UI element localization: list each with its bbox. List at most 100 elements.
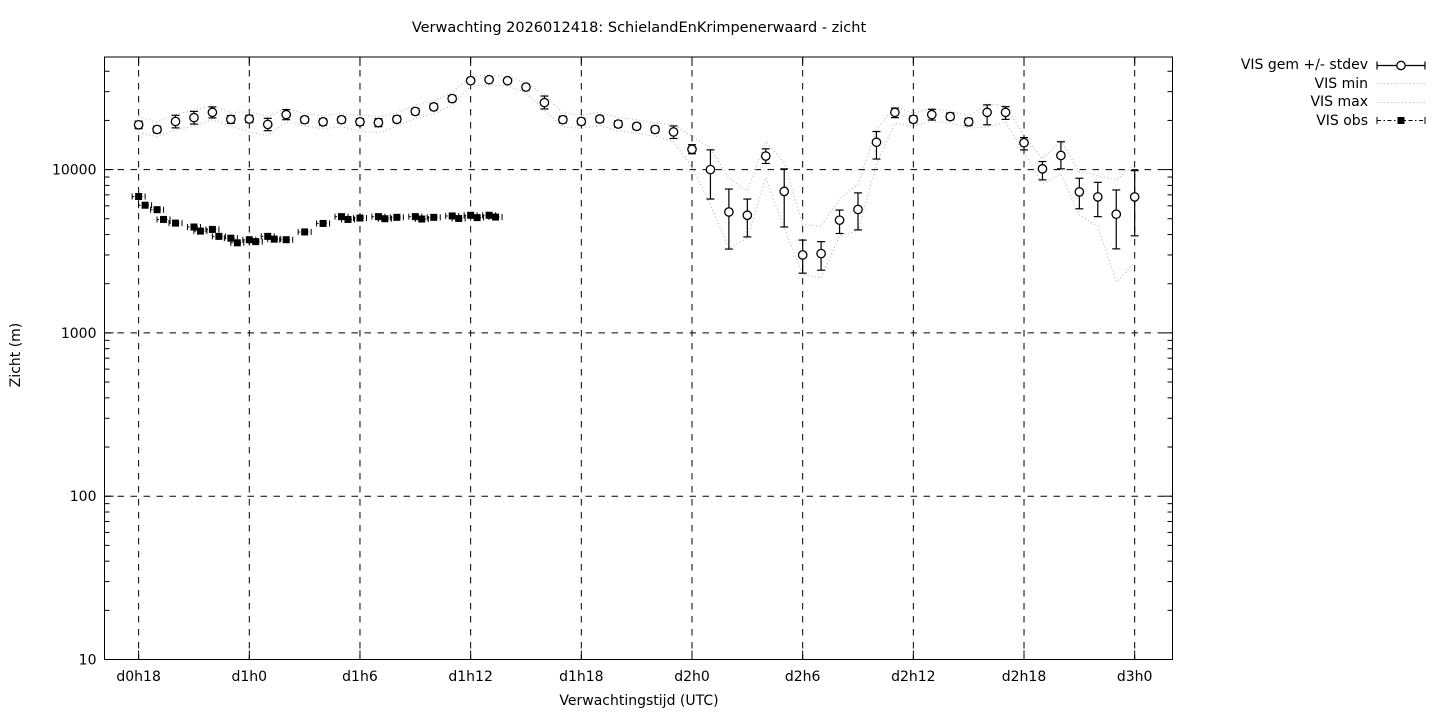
legend-square-dashdot-icon [1376, 117, 1426, 125]
vis-obs-point [172, 219, 180, 227]
vis-obs-point [233, 239, 241, 247]
vis-obs-point [356, 214, 364, 222]
vis-gem-point [668, 127, 679, 137]
x-tick-label: d1h6 [342, 669, 378, 685]
vis-obs-point [153, 206, 161, 214]
vis-obs-point [282, 236, 290, 244]
vis-gem-point [447, 93, 458, 104]
vis-obs-point [252, 238, 260, 246]
vis-gem-point [816, 248, 826, 259]
vis-gem-point [521, 82, 531, 92]
vis-gem-point [963, 116, 974, 127]
vis-gem-point [410, 106, 421, 117]
vis-obs-point [319, 219, 327, 227]
vis-gem-point [834, 215, 845, 226]
tick-labels: d0h18 d1h0 d1h6 d1h12 d1h18 d2h0 d2h6 d2h12 d2h1… [52, 163, 1153, 685]
vis-obs-point [270, 235, 278, 243]
vis-gem-point [594, 114, 605, 124]
vis-gem-point [336, 114, 347, 125]
vis-obs-point [455, 214, 463, 222]
vis-obs-point [393, 213, 401, 221]
vis-gem-point [1056, 150, 1066, 161]
vis-gem-point [926, 109, 937, 120]
vis-gem-point [207, 107, 218, 118]
vis-gem-point [1074, 187, 1085, 197]
vis-gem-point [558, 114, 568, 125]
series-vis-max [138, 74, 1136, 227]
vis-gem-point [189, 112, 199, 123]
x-tick-label: d2h18 [1002, 669, 1046, 685]
vis-gem-point [576, 116, 587, 127]
y-tick-label: 10 [79, 653, 97, 669]
vis-gem-point [760, 151, 771, 161]
vis-obs-point [196, 227, 204, 235]
vis-gem-point [318, 116, 328, 127]
vis-obs-point [381, 215, 389, 223]
x-tick-label: d0h18 [116, 669, 160, 685]
chart-title: Verwachting 2026012418: SchielandEnKrimp… [411, 20, 867, 36]
vis-gem-point [373, 117, 384, 128]
vis-gem-point [797, 250, 808, 260]
x-tick-label: d1h12 [448, 669, 492, 685]
vis-obs-point [141, 201, 149, 209]
vis-gem-point [613, 119, 624, 129]
plot-border [104, 56, 1173, 660]
y-tick-label: 10000 [52, 163, 97, 179]
vis-gem-point [742, 210, 753, 221]
x-tick-label: d2h0 [674, 669, 710, 685]
vis-gem-point [484, 74, 494, 85]
grid-lines [104, 57, 1173, 660]
vis-gem-point [281, 109, 292, 120]
vis-gem-point [428, 102, 439, 112]
vis-obs-point [190, 223, 198, 231]
vis-gem-point [705, 164, 716, 175]
y-tick-label: 1000 [61, 326, 97, 342]
vis-obs-point [135, 193, 143, 201]
vis-gem-point [262, 119, 273, 130]
vis-obs-point [301, 228, 309, 236]
legend-label: VIS gem +/- stdev [1240, 57, 1368, 74]
vis-obs-point [208, 225, 216, 233]
legend: VIS gem +/- stdev VIS min VIS max VIS obs [1241, 56, 1427, 130]
legend-item-vis-obs: VIS obs [1241, 112, 1427, 131]
x-tick-label: d1h0 [232, 669, 268, 685]
legend-label: VIS max [1310, 94, 1368, 111]
y-tick-label: 100 [70, 489, 97, 505]
vis-gem-point [152, 124, 162, 135]
vis-gem-point [226, 114, 236, 125]
vis-gem-point [982, 107, 992, 118]
vis-gem-point [502, 75, 513, 86]
x-axis-label: Verwachtingstijd (UTC) [559, 693, 719, 709]
vis-gem-point [779, 186, 790, 197]
vis-gem-point [539, 97, 550, 108]
vis-gem-point [908, 114, 919, 125]
legend-item-vis-max: VIS max [1241, 93, 1427, 112]
vis-gem-point [1037, 164, 1048, 174]
vis-gem-point [853, 204, 863, 215]
vis-obs-point [160, 215, 168, 223]
vis-gem-point [244, 114, 255, 124]
vis-gem-point [890, 107, 900, 118]
x-tick-label: d1h18 [559, 669, 603, 685]
vis-obs-point [227, 234, 235, 242]
vis-gem-point [724, 207, 734, 217]
x-tick-label: d2h6 [785, 669, 821, 685]
vis-obs-point [430, 213, 438, 221]
vis-gem-point [170, 116, 181, 127]
vis-obs-point [215, 232, 223, 240]
legend-label: VIS min [1314, 75, 1368, 92]
vis-gem-point [650, 124, 660, 135]
vis-gem-point [355, 116, 365, 127]
vis-gem-point [1000, 107, 1011, 118]
vis-gem-point [299, 114, 310, 125]
axis-ticks [104, 57, 1173, 660]
x-tick-label: d2h12 [891, 669, 935, 685]
vis-gem-point [945, 111, 956, 122]
vis-obs-point [492, 213, 500, 221]
vis-gem-point [133, 119, 144, 130]
series-vis-obs [131, 193, 503, 247]
series-vis-gem [133, 74, 1140, 274]
vis-gem-point [631, 121, 642, 132]
